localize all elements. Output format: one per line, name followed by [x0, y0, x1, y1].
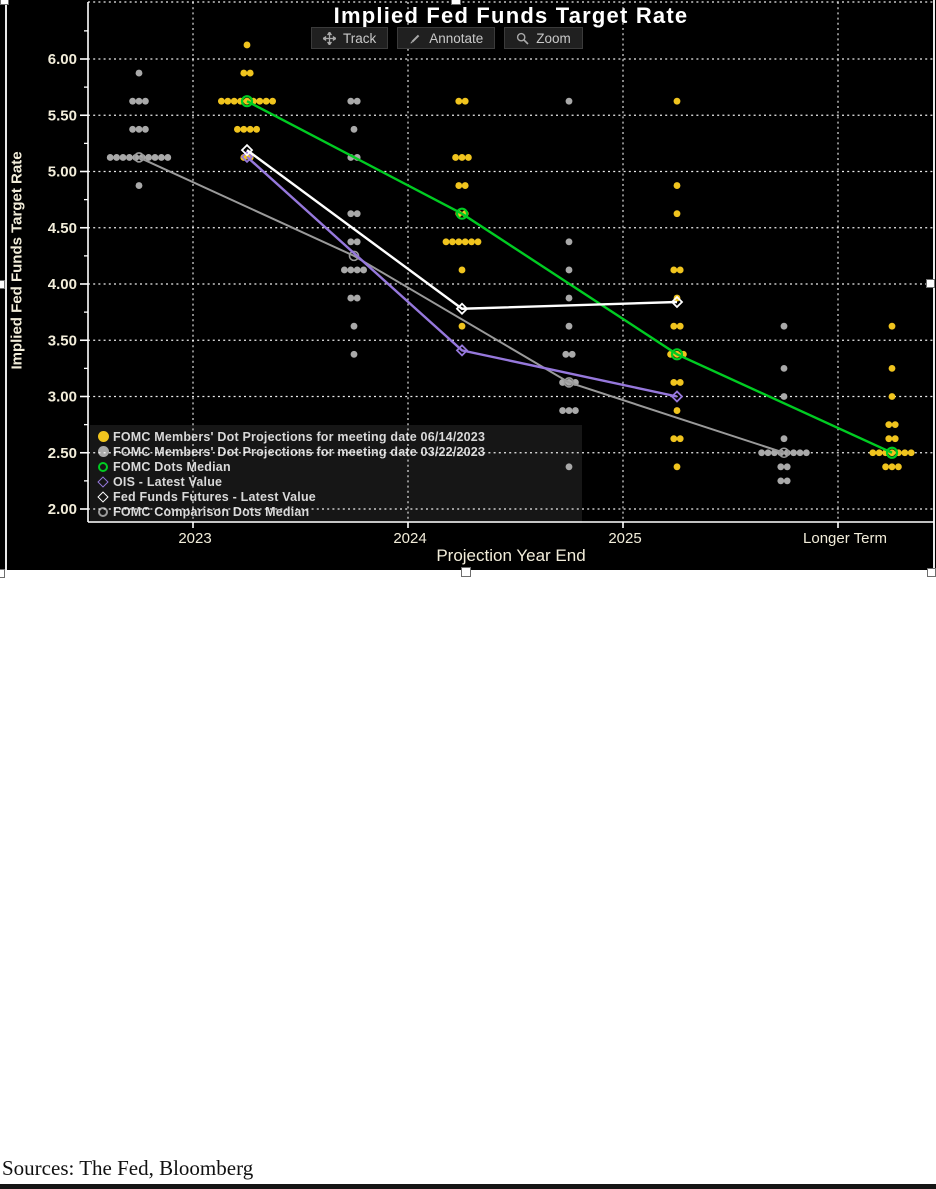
zoom-button[interactable]: Zoom — [504, 27, 583, 49]
svg-text:4.00: 4.00 — [48, 276, 77, 293]
svg-text:6.00: 6.00 — [48, 51, 77, 68]
legend-item[interactable]: Fed Funds Futures - Latest Value — [97, 489, 574, 504]
x-axis-title: Projection Year End — [436, 546, 586, 565]
legend-item-label: Fed Funds Futures - Latest Value — [113, 489, 316, 504]
svg-text:2025: 2025 — [608, 530, 641, 547]
track-icon — [323, 31, 336, 45]
legend-item-label: FOMC Members' Dot Projections for meetin… — [113, 429, 486, 444]
legend: FOMC Members' Dot Projections for meetin… — [90, 425, 582, 523]
svg-text:3.50: 3.50 — [48, 332, 77, 349]
selection-handle-right-middle[interactable] — [926, 279, 935, 288]
chart-left-border — [5, 0, 7, 570]
legend-item[interactable]: FOMC Members' Dot Projections for meetin… — [98, 444, 574, 459]
svg-text:2.00: 2.00 — [48, 501, 77, 518]
svg-text:2.50: 2.50 — [48, 445, 77, 462]
legend-dot-icon — [98, 431, 113, 442]
selection-handle-bottom-left[interactable] — [0, 569, 5, 578]
annotate-button[interactable]: Annotate — [397, 27, 496, 49]
source-strip: Sources: The Fed, Bloomberg — [0, 570, 936, 1189]
svg-text:3.00: 3.00 — [48, 389, 77, 406]
legend-item-label: FOMC Members' Dot Projections for meetin… — [113, 444, 486, 459]
page-title: Implied Fed Funds Target Rate — [333, 3, 689, 28]
legend-diamond-icon — [97, 490, 113, 503]
track-button-label: Track — [343, 30, 377, 46]
y-axis-title: Implied Fed Funds Target Rate — [8, 151, 26, 370]
svg-text:2024: 2024 — [393, 530, 426, 547]
legend-item-label: FOMC Comparison Dots Median — [113, 504, 310, 519]
selection-handle-bottom-right[interactable] — [927, 568, 936, 577]
legend-item-label: FOMC Dots Median — [113, 459, 231, 474]
annotate-button-label: Annotate — [429, 30, 484, 46]
legend-dot-icon — [98, 446, 113, 457]
zoom-button-label: Zoom — [536, 30, 571, 46]
chart-region[interactable]: FOMC Members' Dot Projections for meetin… — [0, 0, 936, 570]
selection-handle-left-middle[interactable] — [0, 280, 5, 289]
track-button[interactable]: Track — [311, 27, 389, 49]
annotate-icon — [409, 32, 422, 45]
legend-item[interactable]: FOMC Members' Dot Projections for meetin… — [98, 429, 574, 444]
svg-text:5.00: 5.00 — [48, 164, 77, 181]
chart-toolbar: Track Annotate Zoom — [311, 27, 583, 49]
legend-circle-icon — [98, 461, 113, 472]
bottom-divider-bar — [0, 1184, 936, 1189]
legend-item[interactable]: FOMC Comparison Dots Median — [98, 504, 574, 519]
legend-item-label: OIS - Latest Value — [113, 474, 223, 489]
zoom-icon — [516, 32, 529, 45]
svg-text:Longer Term: Longer Term — [803, 530, 887, 547]
legend-diamond-icon — [97, 475, 113, 488]
legend-circle-icon — [98, 506, 113, 517]
svg-text:4.50: 4.50 — [48, 220, 77, 237]
selection-handle-bottom-center[interactable] — [461, 567, 471, 577]
legend-item[interactable]: OIS - Latest Value — [97, 474, 574, 489]
selection-handle-top-left[interactable] — [0, 0, 9, 5]
legend-item[interactable]: FOMC Dots Median — [98, 459, 574, 474]
sources-text: Sources: The Fed, Bloomberg — [2, 1156, 254, 1180]
selection-handle-top-center[interactable] — [451, 0, 461, 5]
svg-text:2023: 2023 — [178, 530, 211, 547]
svg-text:5.50: 5.50 — [48, 107, 77, 124]
